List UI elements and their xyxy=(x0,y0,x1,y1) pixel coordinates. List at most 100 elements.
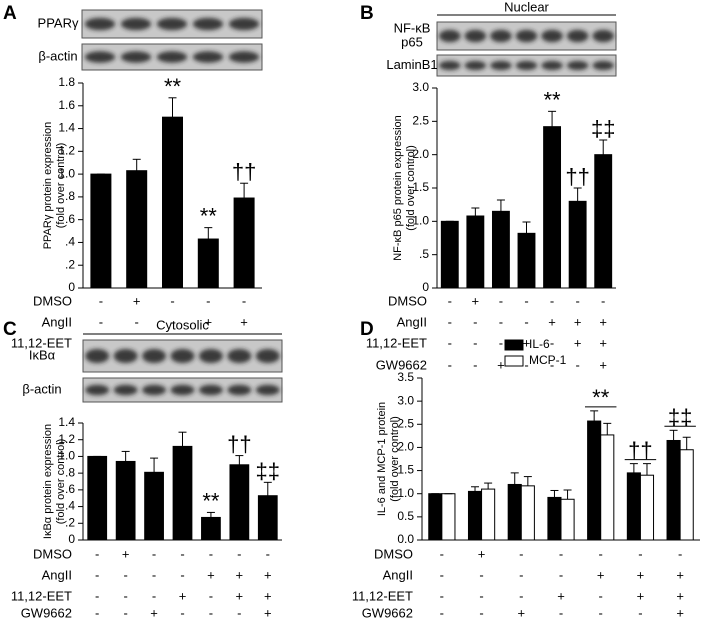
bar xyxy=(547,496,562,541)
treatment-sign: - xyxy=(180,605,184,620)
y-axis-label: PPARγ protein expression xyxy=(42,122,54,250)
treatment-sign: + xyxy=(240,314,248,329)
treatment-sign: - xyxy=(599,605,603,620)
blot-band xyxy=(84,51,116,63)
error-bar xyxy=(150,457,159,473)
blot-band xyxy=(541,60,563,71)
treatment-sign: - xyxy=(473,314,477,329)
y-tick-label: 1.0 xyxy=(58,449,75,463)
bar xyxy=(491,210,510,289)
error-bar xyxy=(496,199,505,212)
treatment-sign: + xyxy=(574,314,582,329)
blot-band xyxy=(198,384,223,396)
treatment-name: GW9662 xyxy=(376,357,427,372)
treatment-sign: - xyxy=(95,567,99,582)
bar xyxy=(467,490,483,541)
panel-letter: B xyxy=(360,3,374,24)
y-axis-label: (fold over control) xyxy=(55,143,67,229)
blot xyxy=(436,54,617,77)
treatment-name: AngII xyxy=(42,567,72,582)
treatment-sign: - xyxy=(95,605,99,620)
y-tick-label: 3.5 xyxy=(397,370,414,384)
treatment-sign: + xyxy=(207,567,215,582)
blot-label: NF-κB xyxy=(394,20,431,35)
treatment-sign: - xyxy=(524,314,528,329)
y-tick-label: 0 xyxy=(68,280,75,294)
treatment-sign: + xyxy=(478,546,486,561)
treatment-sign: + xyxy=(557,588,565,603)
treatment-sign: + xyxy=(523,335,531,350)
error-bar xyxy=(235,455,244,465)
bar xyxy=(233,197,255,289)
treatment-name: GW9662 xyxy=(362,605,413,620)
treatment-sign: + xyxy=(264,588,272,603)
y-axis-label: (fold over control) xyxy=(389,416,401,502)
bar xyxy=(560,498,575,541)
y-tick-label: 3.0 xyxy=(412,80,429,94)
treatment-sign: - xyxy=(550,335,554,350)
blot-band xyxy=(566,60,589,71)
annotation: †† xyxy=(565,164,589,189)
treatment-sign: + xyxy=(122,546,130,561)
blot-band xyxy=(113,348,138,364)
bar xyxy=(568,200,587,289)
error-bar xyxy=(132,158,141,171)
treatment-sign: - xyxy=(237,546,241,561)
blot-band xyxy=(592,29,614,43)
treatment-sign: - xyxy=(448,314,452,329)
bar xyxy=(587,420,602,541)
treatment-sign: + xyxy=(676,567,684,582)
treatment-sign: - xyxy=(209,588,213,603)
treatment-name: 11,12-EET xyxy=(366,335,427,350)
error-bar xyxy=(550,489,559,498)
error-bar xyxy=(471,207,480,216)
treatment-sign: - xyxy=(575,357,579,372)
blot xyxy=(81,9,263,39)
blot-band xyxy=(592,60,614,71)
bar xyxy=(87,455,108,541)
treatment-sign: + xyxy=(637,588,645,603)
annotation: ‡‡ xyxy=(668,404,692,429)
treatment-sign: - xyxy=(479,588,483,603)
treatment-sign: - xyxy=(559,567,563,582)
blot-band xyxy=(85,348,110,364)
treatment-sign: + xyxy=(676,605,684,620)
treatment-sign: + xyxy=(637,567,645,582)
annotation: ‡‡ xyxy=(591,116,615,141)
treatment-sign: + xyxy=(264,605,272,620)
blot-band xyxy=(541,29,563,43)
error-bar xyxy=(510,472,519,485)
y-tick-label: 1.0 xyxy=(397,486,414,500)
bar xyxy=(626,472,641,541)
treatment-sign: - xyxy=(524,293,528,308)
treatment-sign: - xyxy=(575,293,579,308)
treatment-sign: - xyxy=(499,293,503,308)
legend-swatch xyxy=(504,339,524,351)
y-tick-label: .4 xyxy=(65,235,75,249)
blot-label: β-actin xyxy=(38,48,77,63)
treatment-sign: + xyxy=(548,314,556,329)
treatment-sign: - xyxy=(638,605,642,620)
treatment-sign: - xyxy=(499,335,503,350)
annotation: ** xyxy=(592,385,610,410)
error-bar xyxy=(168,97,177,118)
treatment-sign: - xyxy=(99,314,103,329)
y-tick-label: .6 xyxy=(65,212,75,226)
treatment-name: 11,12-EET xyxy=(352,588,413,603)
treatment-sign: + xyxy=(236,588,244,603)
blot-band xyxy=(515,29,538,43)
bar xyxy=(90,173,112,289)
bar xyxy=(679,449,694,541)
treatment-sign: + xyxy=(676,588,684,603)
blot-band xyxy=(439,29,461,43)
treatment-sign: - xyxy=(448,293,452,308)
treatment-sign: - xyxy=(448,357,452,372)
y-tick-label: 2.0 xyxy=(412,147,429,161)
bar xyxy=(507,483,522,541)
error-bar xyxy=(178,431,187,447)
error-bar xyxy=(471,486,480,492)
y-tick-label: 1.0 xyxy=(412,214,429,228)
blot-band xyxy=(255,348,280,364)
error-bar xyxy=(590,410,599,422)
blot-band xyxy=(228,51,260,63)
